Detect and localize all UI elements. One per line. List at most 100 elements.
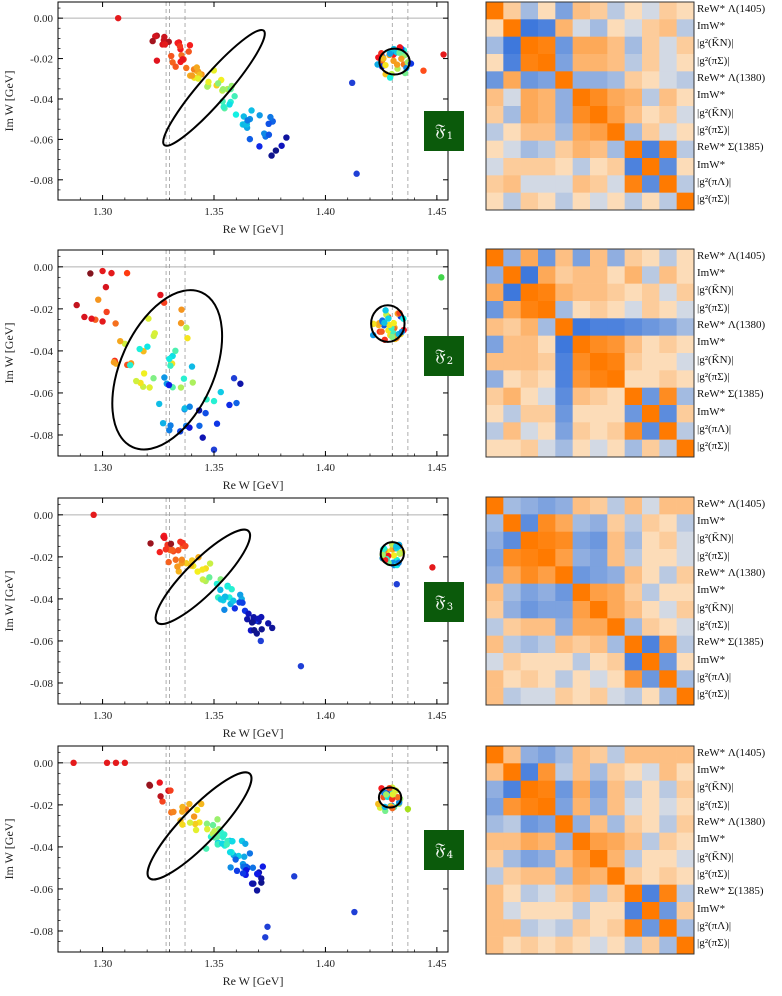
- heatmap-cell: [676, 353, 695, 371]
- heatmap-cell: [555, 780, 573, 799]
- heatmap-cell: [590, 370, 608, 388]
- heatmap-cell: [538, 815, 556, 833]
- heatmap-row-label: |g²(K̄N)|: [697, 37, 734, 50]
- heatmap-cell: [676, 850, 695, 868]
- heatmap-frame: [485, 248, 695, 458]
- heatmap-cell: [624, 353, 643, 371]
- heatmap-cell: [642, 353, 660, 371]
- data-point: [220, 103, 227, 111]
- heatmap-cell: [486, 884, 504, 903]
- heatmap-cell: [607, 687, 625, 706]
- heatmap-cell: [555, 301, 573, 319]
- data-point: [226, 401, 233, 409]
- heatmap-cell: [624, 370, 643, 388]
- heatmap-cell: [555, 335, 573, 354]
- heatmap-cell: [555, 370, 573, 388]
- heatmap-cell: [503, 283, 521, 302]
- data-point: [348, 79, 356, 87]
- heatmap-cell: [555, 88, 573, 107]
- heatmap-cell: [607, 867, 625, 885]
- data-point: [144, 343, 151, 350]
- heatmap-cell: [503, 653, 521, 671]
- heatmap-cell: [676, 815, 695, 833]
- heatmap-cell: [538, 301, 556, 319]
- heatmap-cell: [572, 353, 591, 371]
- heatmap-cell: [503, 549, 521, 567]
- data-point: [103, 759, 111, 767]
- plot-area: [58, 2, 448, 200]
- data-point: [239, 599, 246, 606]
- data-point: [204, 825, 211, 833]
- heatmap-cell: [555, 635, 573, 654]
- heatmap-cell: [676, 175, 695, 193]
- heatmap-cell: [642, 867, 660, 885]
- heatmap-cell: [503, 780, 521, 799]
- heatmap-cell: [590, 670, 608, 688]
- heatmap-cell: [642, 422, 660, 440]
- heatmap-cell: [607, 266, 625, 284]
- heatmap-cell: [555, 670, 573, 688]
- data-point: [242, 840, 249, 847]
- heatmap-row-label: ReW* Λ(1380): [697, 72, 766, 84]
- heatmap-row-label: |g²(πΣ)|: [697, 688, 730, 701]
- data-point: [249, 864, 257, 871]
- heatmap-cell: [555, 531, 573, 550]
- scatter-panel-3: 1.30 1.35 1.40 1.45 0.00 -0.02 -0.04 -0.06 -0.08…: [2, 497, 449, 740]
- heatmap-cell: [538, 123, 556, 141]
- data-point: [258, 875, 265, 882]
- data-point: [186, 800, 193, 808]
- data-point: [165, 381, 173, 389]
- panel-1-badge-glyph: 𝔉: [434, 121, 446, 141]
- heatmap-row-label: ReW* Λ(1380): [697, 319, 766, 331]
- y-tick-label: -0.08: [30, 926, 53, 938]
- heatmap-row-label: ImW*: [697, 653, 726, 666]
- heatmap-cell: [590, 71, 608, 89]
- heatmap-cell: [676, 936, 695, 955]
- heatmap-cell: [624, 902, 643, 920]
- heatmap-cell: [659, 601, 677, 619]
- heatmap-row-label: |g²(K̄N)|: [697, 532, 734, 545]
- heatmap-cell: [676, 687, 695, 706]
- data-point: [244, 615, 251, 623]
- heatmap-cell: [572, 815, 591, 833]
- heatmap-cell: [538, 936, 556, 955]
- data-point: [99, 318, 106, 325]
- heatmap-cell: [659, 2, 677, 20]
- heatmap-cell: [624, 249, 643, 267]
- heatmap-cell: [572, 514, 591, 532]
- heatmap-cell: [607, 635, 625, 654]
- heatmap-cell: [659, 370, 677, 388]
- heatmap-cell: [659, 653, 677, 671]
- lambda-1405-ellipse: [146, 771, 253, 881]
- x-tick-label: 1.30: [93, 462, 113, 474]
- heatmap-cell: [572, 763, 591, 781]
- lambda-1380-ellipse: [379, 541, 405, 567]
- heatmap-cell: [624, 192, 643, 211]
- x-axis-label: Re W [GeV]: [223, 478, 284, 492]
- heatmap-cell: [538, 687, 556, 706]
- heatmap-row-label: |g²(K̄N)|: [697, 601, 734, 614]
- data-point: [186, 403, 193, 410]
- y-tick-label: -0.08: [30, 678, 53, 690]
- heatmap-cell: [659, 106, 677, 124]
- heatmap-cell: [486, 746, 504, 764]
- heatmap-cell: [486, 687, 504, 706]
- heatmap-cell: [538, 670, 556, 688]
- heatmap-cell: [486, 653, 504, 671]
- heatmap-cell: [572, 687, 591, 706]
- heatmap-cell: [676, 192, 695, 211]
- data-point: [88, 315, 95, 322]
- data-point: [269, 624, 276, 632]
- data-point: [268, 152, 275, 159]
- data-point: [175, 568, 182, 575]
- y-tick-label: 0.00: [34, 510, 54, 522]
- heatmap-cell: [607, 746, 625, 764]
- x-tick-label: 1.35: [204, 958, 224, 970]
- heatmap-cell: [555, 601, 573, 619]
- heatmap-cell: [538, 902, 556, 920]
- heatmap-cell: [676, 601, 695, 619]
- heatmap-row-label: ReW* Λ(1405): [697, 497, 766, 510]
- heatmap-cell: [676, 422, 695, 440]
- heatmap-cell: [624, 780, 643, 799]
